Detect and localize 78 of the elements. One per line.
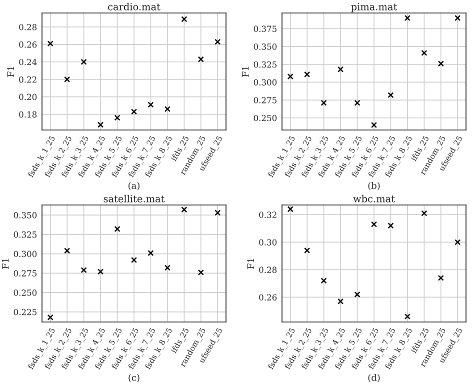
chart-title: satellite.mat bbox=[104, 194, 165, 202]
point bbox=[454, 14, 461, 22]
y-axis-title: F1 bbox=[2, 258, 9, 270]
y-tick-label: 0.325 bbox=[254, 61, 276, 68]
point bbox=[47, 40, 54, 47]
point bbox=[130, 108, 138, 115]
point bbox=[338, 66, 344, 72]
point bbox=[114, 114, 120, 121]
point bbox=[130, 256, 138, 264]
point bbox=[164, 106, 170, 112]
point bbox=[198, 269, 204, 276]
y-tick-label: 0.22 bbox=[19, 76, 36, 83]
y-tick-label: 0.20 bbox=[19, 94, 37, 100]
point bbox=[404, 313, 410, 320]
point bbox=[320, 278, 327, 284]
point bbox=[304, 71, 310, 78]
y-tick-label: 0.300 bbox=[14, 250, 37, 258]
point bbox=[80, 58, 87, 65]
y-tick-label: 0.24 bbox=[19, 58, 37, 66]
y-tick-label: 0.26 bbox=[19, 41, 37, 48]
point bbox=[421, 50, 428, 56]
point bbox=[98, 268, 104, 275]
point bbox=[370, 122, 378, 128]
y-tick-label: 0.350 bbox=[14, 212, 37, 218]
point bbox=[214, 38, 221, 45]
point bbox=[354, 100, 360, 106]
point bbox=[64, 248, 70, 254]
y-tick-label: 0.250 bbox=[254, 114, 277, 122]
point bbox=[304, 247, 310, 254]
y-tick-label: 0.275 bbox=[254, 97, 276, 104]
y-axis-title: F1 bbox=[247, 258, 254, 270]
point bbox=[98, 122, 104, 128]
text: (d) bbox=[368, 374, 380, 382]
y-tick-label: 0.30 bbox=[259, 239, 277, 246]
y-tick-label: 0.28 bbox=[19, 24, 37, 30]
chart-title: pima.mat bbox=[351, 3, 398, 12]
y-tick-label: 0.26 bbox=[259, 294, 277, 301]
text: (b) bbox=[368, 182, 380, 190]
point bbox=[354, 291, 360, 298]
point bbox=[287, 206, 294, 212]
y-tick-label: 0.325 bbox=[14, 231, 36, 238]
point bbox=[47, 314, 54, 320]
y-tick-label: 0.300 bbox=[254, 79, 277, 86]
y-tick-label: 0.375 bbox=[254, 26, 276, 32]
point bbox=[114, 226, 120, 232]
point bbox=[338, 298, 344, 304]
point bbox=[148, 102, 154, 108]
y-axis-title: F1 bbox=[7, 66, 14, 78]
point bbox=[181, 16, 188, 22]
point bbox=[148, 250, 154, 256]
point bbox=[438, 60, 444, 67]
text: (a) bbox=[128, 182, 140, 190]
point bbox=[64, 76, 70, 82]
chart-title: wbc.mat bbox=[353, 194, 395, 202]
point bbox=[320, 100, 327, 106]
y-tick-label: 0.18 bbox=[19, 111, 37, 118]
y-tick-label: 0.275 bbox=[14, 270, 36, 276]
point bbox=[388, 222, 394, 229]
point bbox=[388, 92, 394, 98]
y-tick-label: 0.250 bbox=[14, 290, 37, 296]
point bbox=[454, 239, 461, 246]
point bbox=[198, 56, 204, 62]
point bbox=[438, 274, 444, 281]
y-tick-label: 0.225 bbox=[14, 308, 36, 316]
point bbox=[181, 206, 188, 213]
point bbox=[214, 210, 221, 216]
point bbox=[421, 210, 428, 216]
point bbox=[370, 221, 378, 228]
y-tick-label: 0.32 bbox=[259, 212, 276, 218]
y-tick-label: 0.350 bbox=[254, 44, 277, 50]
y-axis-title: F1 bbox=[242, 66, 249, 78]
y-tick-label: 0.28 bbox=[259, 266, 277, 273]
point bbox=[404, 14, 410, 22]
point bbox=[80, 267, 87, 274]
point bbox=[164, 264, 170, 271]
text: (c) bbox=[128, 374, 140, 382]
chart-title: cardio.mat bbox=[108, 2, 160, 10]
point bbox=[287, 73, 294, 80]
